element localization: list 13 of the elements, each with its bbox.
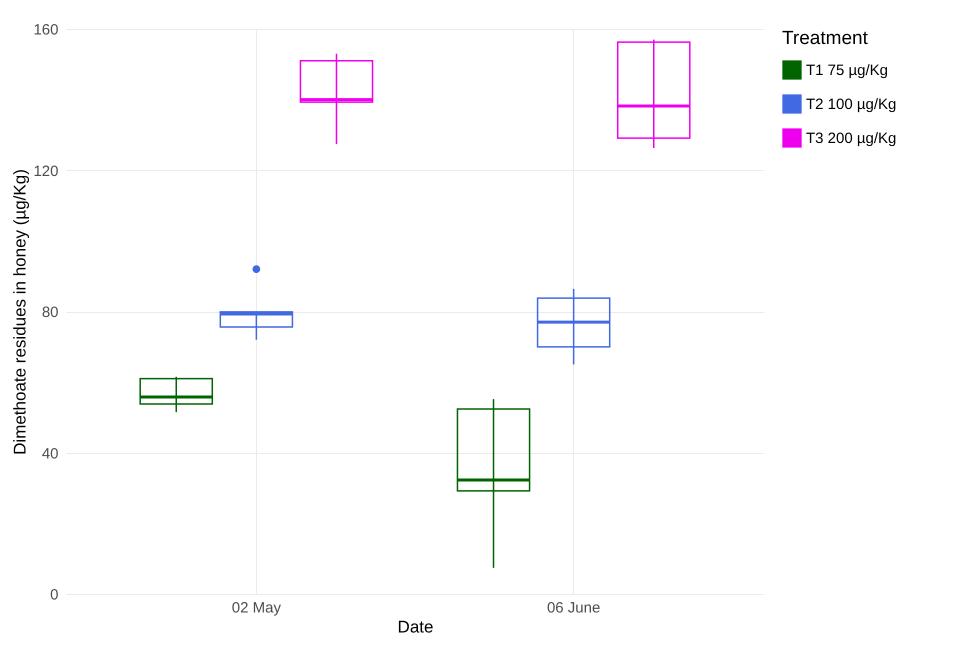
- y-tick-label: 0: [50, 586, 58, 604]
- legend-label: T1 75 µg/Kg: [806, 62, 888, 79]
- x-axis-title: Date: [398, 618, 434, 636]
- y-tick-label: 40: [42, 445, 58, 462]
- y-axis-title: Dimethoate residues in honey (µg/Kg): [10, 169, 30, 455]
- y-tick-label: 80: [42, 304, 58, 321]
- y-tick-label: 160: [33, 22, 58, 38]
- legend-label: T3 200 µg/Kg: [806, 130, 896, 147]
- x-tick-label: 02 May: [232, 600, 282, 616]
- y-tick-label: 120: [33, 162, 58, 180]
- x-tick-label: 06 June: [546, 600, 600, 616]
- legend-title: Treatment: [782, 28, 869, 49]
- legend-label: T2 100 µg/Kg: [806, 96, 896, 113]
